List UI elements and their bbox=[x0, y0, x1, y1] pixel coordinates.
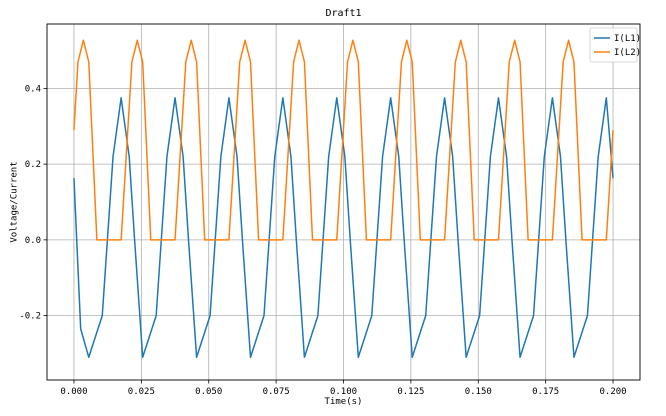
y-axis-label: Voltage/Current bbox=[10, 161, 20, 242]
y-tick-label: 0.2 bbox=[25, 160, 41, 170]
series-line-1 bbox=[73, 97, 614, 359]
x-tick-label: 0.025 bbox=[128, 387, 155, 397]
legend: I(L1) I(L2) bbox=[589, 27, 641, 63]
axis-ticks: 0.000 0.025 0.050 0.075 0.100 0.125 0.150 0.175… bbox=[19, 84, 626, 397]
y-tick-label: 0.0 bbox=[25, 236, 41, 246]
x-tick-label: 0.050 bbox=[195, 387, 222, 397]
x-tick-label: 0.125 bbox=[397, 387, 424, 397]
legend-label: I(L1) bbox=[614, 34, 641, 44]
x-tick-label: 0.000 bbox=[60, 387, 87, 397]
x-tick-label: 0.100 bbox=[330, 387, 357, 397]
grid-lines bbox=[47, 24, 640, 380]
x-tick-label: 0.200 bbox=[599, 387, 626, 397]
x-tick-label: 0.075 bbox=[263, 387, 290, 397]
y-tick-label: -0.2 bbox=[19, 312, 41, 322]
y-tick-label: 0.4 bbox=[25, 84, 41, 94]
x-tick-label: 0.175 bbox=[532, 387, 559, 397]
series-lines bbox=[73, 39, 614, 359]
legend-label: I(L2) bbox=[614, 48, 641, 58]
chart-title: Draft1 bbox=[325, 8, 361, 19]
x-tick-label: 0.150 bbox=[465, 387, 492, 397]
series-line-2 bbox=[73, 39, 614, 241]
x-axis-label: Time(s) bbox=[325, 397, 363, 407]
legend-box bbox=[589, 27, 638, 63]
